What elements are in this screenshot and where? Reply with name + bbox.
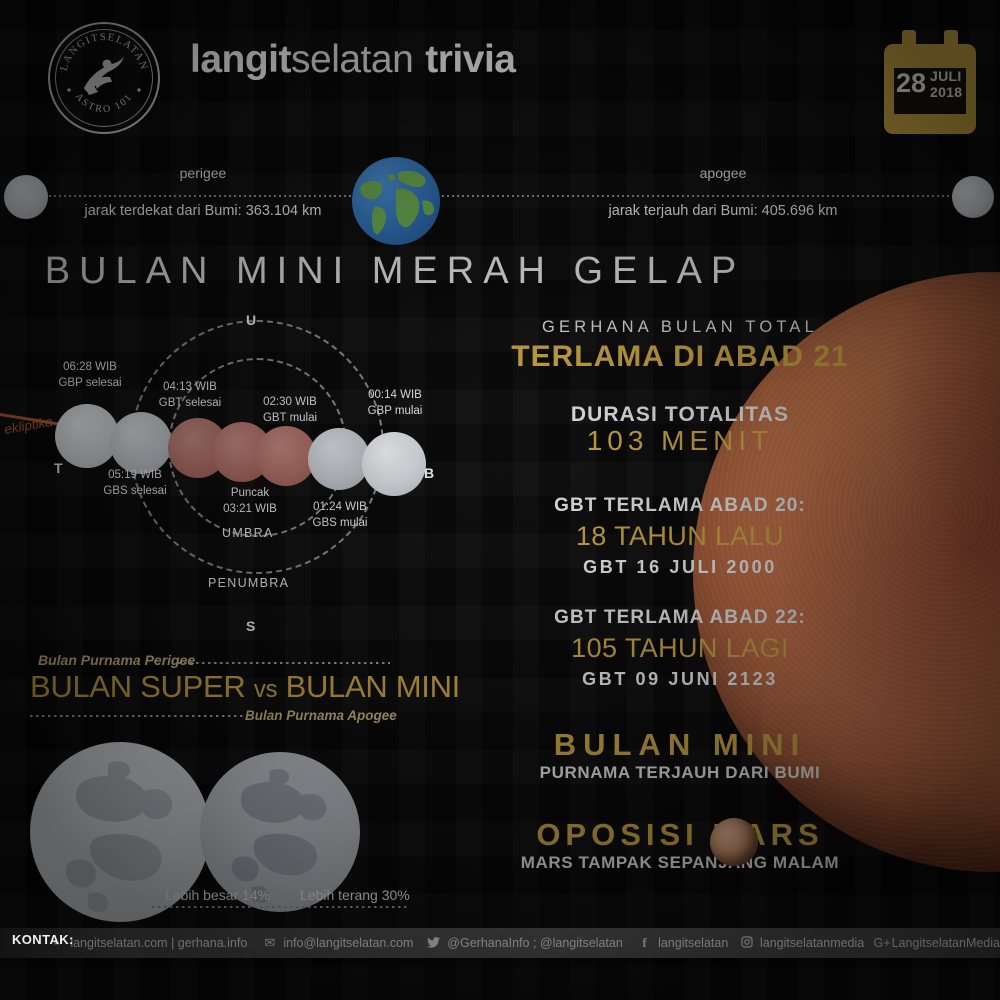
label-gbt-selesai: 04:13 WIB GBT selesai: [140, 380, 240, 411]
penumbra-label: PENUMBRA: [208, 576, 290, 590]
apogee-label: apogee: [699, 165, 747, 181]
moon-phase-gbs-mulai: [308, 428, 370, 490]
marker-barat: B: [424, 465, 435, 481]
mars-planet-icon: [710, 818, 758, 866]
moon-phase-gbt-mulai: [256, 426, 316, 486]
century22-date: GBT 09 JUNI 2123: [582, 669, 778, 689]
logo-artwork: LANGITSELATAN ASTRO 101: [59, 32, 148, 115]
oposisi-mars-title: OPOSISI MARS: [536, 817, 824, 852]
footer-email-text: info@langitselatan.com: [283, 936, 414, 950]
duration-value: 103 MENIT: [586, 425, 774, 456]
label-gbs-selesai-event: GBS selesai: [103, 484, 167, 497]
century20-value: 18 TAHUN LALU: [575, 521, 785, 551]
label-puncak-time: 03:21 WIB: [223, 502, 277, 515]
apogee-moon-icon: [952, 176, 994, 218]
label-gbt-mulai-time: 02:30 WIB: [263, 396, 317, 408]
header: LANGITSELATAN ASTRO 101 langitselatan tri…: [0, 0, 1000, 150]
instagram-icon: [739, 935, 754, 951]
earth-icon: [352, 157, 440, 245]
label-gbp-selesai-event: GBP selesai: [58, 376, 122, 389]
mail-icon: ✉: [264, 935, 276, 950]
century20-date: GBT 16 JULI 2000: [583, 557, 777, 577]
svg-text:ASTRO 101: ASTRO 101: [73, 91, 135, 115]
footer-instagram-text: langitselatanmedia: [760, 936, 865, 950]
label-gbp-selesai-time: 06:28 WIB: [63, 361, 117, 373]
label-gbt-selesai-time: 04:13 WIB: [163, 381, 217, 393]
label-gbs-mulai-event: GBS mulai: [312, 516, 368, 529]
brand-title: langitselatan trivia: [190, 38, 516, 82]
title-bulan-mini: BULAN MINI: [285, 669, 461, 704]
calendar-body: 28 JULI 2018: [884, 44, 976, 134]
eclipse-headline: TERLAMA DI ABAD 21: [511, 340, 849, 373]
label-puncak-text: Puncak: [230, 487, 270, 499]
moon-phase-gbp-selesai: [55, 404, 119, 468]
bulan-mini-sub: PURNAMA TERJAUH DARI BUMI: [539, 763, 821, 782]
footer-item-web[interactable]: ◓ langitselatan.com | gerhana.info: [49, 936, 247, 951]
title-vs: vs: [253, 676, 278, 703]
bulan-mini-title: BULAN MINI: [553, 727, 807, 762]
page-title: BULAN MINI MERAH GELAP: [44, 250, 746, 292]
footer-item-instagram[interactable]: langitselatanmedia: [739, 935, 865, 951]
caption-size: Lebih besar 14%: [165, 887, 271, 903]
brand-light: selatan: [291, 38, 414, 81]
super-vs-mini-title: BULAN SUPER vs BULAN MINI: [30, 669, 460, 705]
marker-selatan: S: [246, 618, 256, 634]
apogee-dotted-line: [442, 195, 954, 197]
calendar-year: 2018: [930, 84, 963, 100]
brand-bold: langit: [190, 38, 292, 81]
date-calendar-icon: 28 JULI 2018: [884, 30, 976, 134]
footer-googleplus-text: LangitselatanMedia: [891, 936, 1000, 950]
apogee-distance: jarak terjauh dari Bumi: 405.696 km: [608, 203, 838, 219]
perigee-distance: jarak terdekat dari Bumi: 363.104 km: [84, 203, 322, 219]
footer-item-facebook[interactable]: f langitselatan: [637, 935, 728, 951]
calendar-month: JULI: [930, 68, 962, 84]
title-bulan-super: BULAN SUPER: [30, 669, 246, 704]
marker-timur: T: [54, 460, 63, 476]
apogee-note: Bulan Purnama Apogee: [245, 708, 397, 723]
orbit-distance-band: perigee jarak terdekat dari Bumi: 363.10…: [0, 155, 1000, 235]
label-gbp-selesai: 06:28 WIB GBP selesai: [40, 360, 140, 391]
century22-label: GBT TERLAMA ABAD 22:: [554, 607, 806, 628]
caption-dashed-line: [152, 906, 410, 908]
label-gbt-mulai-event: GBT mulai: [262, 411, 318, 424]
brand-tail: trivia: [425, 38, 516, 81]
super-mini-dash-bottom: [30, 715, 245, 717]
kontak-label: KONTAK:: [12, 932, 74, 947]
century22-value: 105 TAHUN LAGI: [571, 633, 789, 663]
perigee-label: perigee: [179, 165, 227, 181]
label-gbt-mulai: 02:30 WIB GBT mulai: [240, 395, 340, 426]
footer-facebook-text: langitselatan: [658, 936, 729, 950]
duration-label: DURASI TOTALITAS: [570, 403, 790, 426]
marker-utara: U: [246, 312, 257, 328]
facebook-icon: f: [642, 935, 647, 950]
moon-phase-gbs-selesai: [110, 412, 172, 474]
footer-item-twitter[interactable]: @GerhanaInfo ; @langitselatan: [426, 936, 623, 951]
earth-continents: [360, 170, 434, 235]
calendar-day: 28: [896, 68, 927, 98]
caption-bright: Lebih terang 30%: [300, 887, 410, 903]
label-gbs-selesai: 05:19 WIB GBS selesai: [85, 468, 185, 499]
perigee-dotted-line: [44, 195, 364, 197]
footer-item-googleplus[interactable]: G+ LangitselatanMedia: [874, 936, 1000, 950]
footer-web-text: langitselatan.com | gerhana.info: [70, 936, 248, 950]
label-gbp-mulai-time: 00:14 WIB: [368, 389, 422, 401]
footer-twitter-text: @GerhanaInfo ; @langitselatan: [447, 936, 623, 950]
langitselatan-logo: LANGITSELATAN ASTRO 101: [48, 22, 160, 134]
label-gbs-selesai-time: 05:19 WIB: [108, 469, 162, 481]
eclipse-eyebrow: GERHANA BULAN TOTAL: [541, 318, 819, 336]
contact-footer: ◓ langitselatan.com | gerhana.info ✉ inf…: [0, 928, 1000, 958]
googleplus-icon: G+: [873, 936, 891, 950]
label-puncak: Puncak 03:21 WIB: [190, 486, 310, 517]
twitter-icon: [426, 936, 441, 951]
super-mini-dash-top: [178, 662, 390, 664]
century20-label: GBT TERLAMA ABAD 20:: [554, 495, 806, 516]
oposisi-mars-sub: MARS TAMPAK SEPANJANG MALAM: [520, 853, 840, 872]
perigee-note: Bulan Purnama Perigee: [38, 652, 196, 668]
footer-item-email[interactable]: ✉ info@langitselatan.com: [262, 935, 413, 951]
umbra-label: UMBRA: [222, 526, 274, 540]
label-gbt-selesai-event: GBT selesai: [158, 396, 222, 409]
